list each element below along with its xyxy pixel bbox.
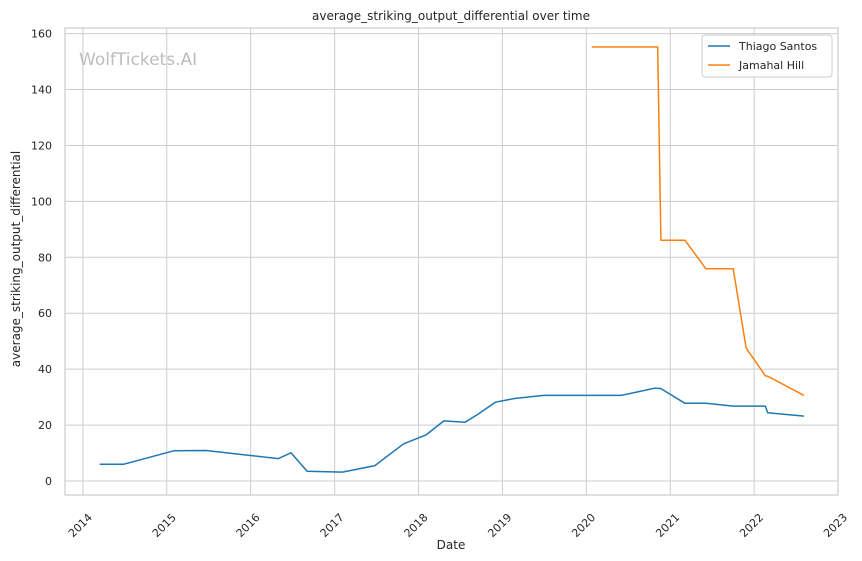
legend: Thiago Santos Jamahal Hill — [701, 34, 833, 78]
watermark: WolfTickets.AI — [79, 50, 197, 70]
y-tick-label: 20 — [38, 419, 52, 432]
plot-frame — [64, 27, 839, 496]
y-axis-title: average_striking_output_differential — [9, 151, 23, 367]
y-tick-label: 60 — [38, 307, 52, 320]
legend-entry-2: Jamahal Hill — [738, 59, 804, 72]
legend-box — [701, 34, 833, 78]
y-tick-label: 160 — [31, 28, 52, 41]
y-tick-label: 120 — [31, 139, 52, 152]
y-tick-label: 100 — [31, 195, 52, 208]
series-line-2 — [591, 46, 805, 397]
y-tick-label: 0 — [45, 475, 52, 488]
chart-title: average_striking_output_differential ove… — [312, 9, 590, 23]
y-tick-label: 140 — [31, 84, 52, 97]
x-axis-title: Date — [437, 538, 466, 552]
y-tick-label: 40 — [38, 363, 52, 376]
series-line-1 — [99, 387, 805, 473]
legend-entry-1: Thiago Santos — [738, 40, 817, 53]
y-tick-label: 80 — [38, 251, 52, 264]
